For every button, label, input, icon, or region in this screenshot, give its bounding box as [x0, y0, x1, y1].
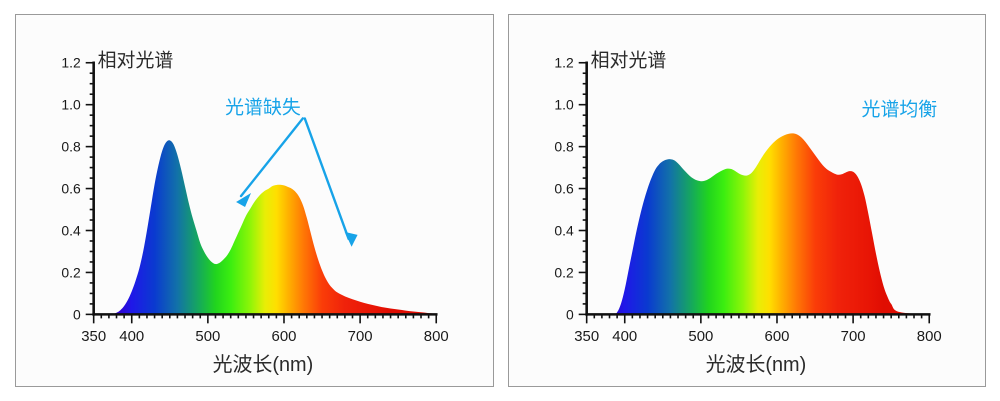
y-tick-label: 0.8: [554, 139, 574, 155]
y-tick-label: 1.2: [61, 55, 81, 71]
annotation-arrowhead-left: [236, 193, 252, 207]
y-tick-label: 1.2: [554, 55, 574, 71]
chart-balanced-spectrum: 350 400 500 600 700 800 0 0.2 0.4 0.6 0.8 1.0 1.2 相…: [554, 50, 941, 376]
x-tick-label: 350: [81, 328, 106, 345]
y-tick-label: 0: [73, 306, 81, 322]
y-tick-label: 1.0: [61, 97, 81, 113]
y-tick-label: 0.4: [554, 222, 574, 238]
x-tick-label: 800: [424, 328, 449, 345]
y-tick-label: 0.8: [61, 139, 81, 155]
panel-deficient-spectrum: 350 400 500 600 700 800 0 0.2 0.4 0.6 0.8 1.0 1.2 相…: [15, 14, 494, 387]
y-tick-label: 0.2: [61, 264, 81, 280]
annotation-arrowhead-right: [344, 231, 358, 247]
axes-0: 350 400 500 600 700 800 0 0.2 0.4 0.6 0.8 1.0 1.2: [61, 55, 448, 346]
x-axis-title: 光波长(nm): [213, 353, 314, 376]
x-tick-label: 600: [765, 328, 790, 345]
x-tick-label: 700: [348, 328, 373, 345]
y-tick-label: 0.6: [554, 181, 574, 197]
x-tick-label: 400: [119, 328, 144, 345]
chart-area-0: [93, 140, 437, 315]
x-tick-label: 500: [195, 328, 220, 345]
plot-title: 相对光谱: [591, 50, 667, 72]
y-tick-label: 1.0: [554, 97, 574, 113]
spectrum-curve-fill: [586, 133, 930, 315]
panel-balanced-spectrum: 350 400 500 600 700 800 0 0.2 0.4 0.6 0.8 1.0 1.2 相…: [508, 14, 986, 387]
x-tick-label: 400: [612, 328, 637, 345]
spectrum-curve-fill: [93, 140, 437, 315]
x-axis-title: 光波长(nm): [706, 353, 807, 376]
x-tick-label: 350: [574, 328, 599, 345]
x-tick-label: 800: [917, 328, 942, 345]
x-tick-label: 700: [841, 328, 866, 345]
chart-area-1: [586, 133, 930, 315]
y-tick-label: 0: [566, 306, 574, 322]
y-tick-label: 0.4: [61, 222, 81, 238]
plot-title: 相对光谱: [98, 50, 174, 72]
annotation-label: 光谱均衡: [862, 98, 938, 120]
x-tick-label: 600: [272, 328, 297, 345]
annotation-arrow-left: [239, 117, 304, 198]
y-tick-label: 0.2: [554, 264, 574, 280]
annotation-group-deficient: 光谱缺失: [225, 96, 358, 247]
annotation-label: 光谱缺失: [225, 96, 301, 118]
annotation-arrow-right: [303, 117, 350, 240]
x-tick-label: 500: [688, 328, 713, 345]
axes-1: 350 400 500 600 700 800 0 0.2 0.4 0.6 0.8 1.0 1.2: [554, 55, 941, 346]
y-tick-label: 0.6: [61, 181, 81, 197]
chart-deficient-spectrum: 350 400 500 600 700 800 0 0.2 0.4 0.6 0.8 1.0 1.2 相…: [61, 50, 448, 376]
